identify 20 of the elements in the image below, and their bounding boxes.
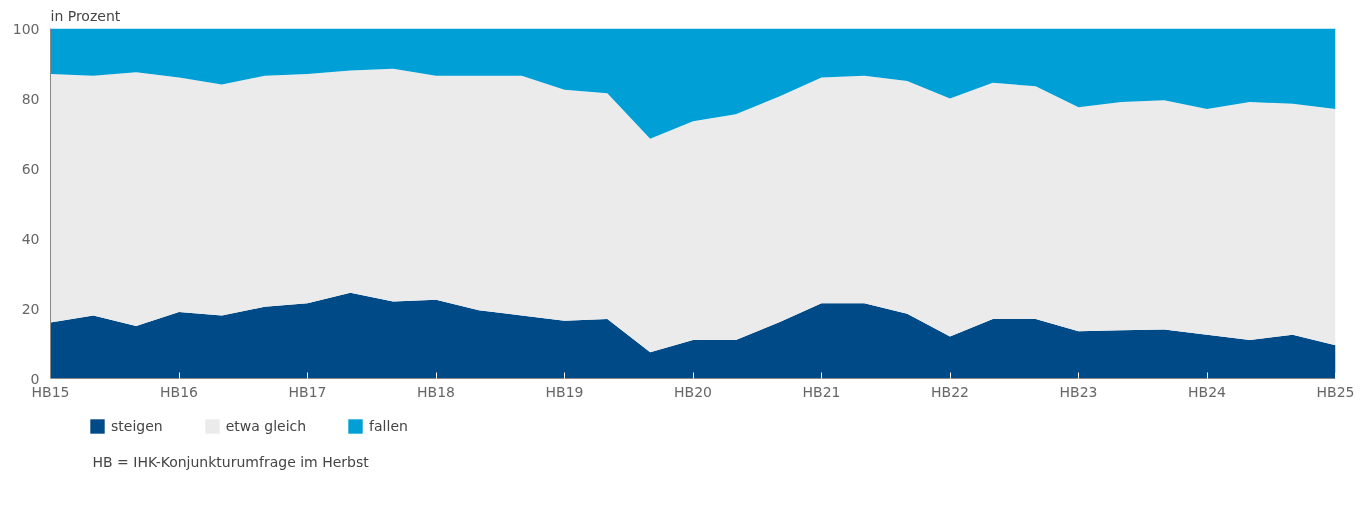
y-tick-label: 100 <box>12 20 40 37</box>
text: HB = IHK-Konjunkturumfrage im Herbst <box>92 453 370 470</box>
x-tick-label: HB16 <box>160 383 199 400</box>
y-axis-title: in Prozent <box>50 7 121 24</box>
legend-label: fallen <box>369 418 408 434</box>
x-tick-label: HB24 <box>1188 383 1227 400</box>
x-tick-label: HB21 <box>802 383 841 400</box>
legend-label: steigen <box>111 418 163 434</box>
y-tick-label: 40 <box>21 230 40 247</box>
y-tick-label: 20 <box>21 300 40 317</box>
y-tick-label: 80 <box>21 90 40 107</box>
x-tick-label: HB19 <box>545 383 584 400</box>
legend-label: etwa gleich <box>225 418 307 434</box>
x-tick-label: HB25 <box>1316 383 1355 400</box>
x-tick-label: HB17 <box>288 383 327 400</box>
x-tick-label: HB22 <box>931 383 969 400</box>
x-tick-label: HB23 <box>1059 383 1098 400</box>
x-tick-label: HB20 <box>674 383 712 400</box>
y-tick-label: 60 <box>21 160 40 177</box>
x-tick-label: HB18 <box>417 383 455 400</box>
